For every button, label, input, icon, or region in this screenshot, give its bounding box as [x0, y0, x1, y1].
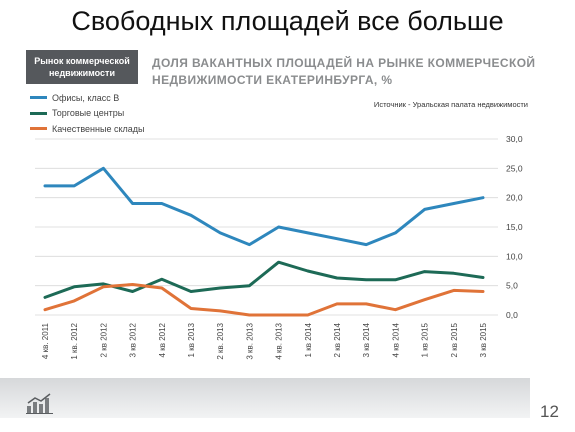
data-point-malls — [452, 272, 455, 275]
y-tick-label: 30,0 — [506, 134, 523, 144]
legend-item-malls: Торговые центры — [30, 106, 144, 122]
data-point-warehouses — [43, 308, 47, 311]
data-point-offices — [102, 167, 105, 170]
data-point-offices — [335, 237, 339, 240]
data-point-warehouses — [277, 313, 280, 317]
data-point-malls — [131, 290, 134, 293]
data-point-offices — [481, 196, 485, 199]
data-point-offices — [189, 214, 193, 217]
chart-legend: Офисы, класс В Торговые центры Качествен… — [30, 90, 144, 137]
data-point-malls — [43, 296, 47, 299]
x-tick-label: 2 кв 2014 — [333, 322, 342, 357]
y-tick-label: 20,0 — [506, 193, 523, 203]
data-point-warehouses — [189, 307, 193, 310]
y-tick-label: 0,0 — [506, 310, 518, 320]
series-line-warehouses — [43, 283, 485, 317]
data-point-malls — [335, 276, 339, 280]
x-tick-label: 3 кв 2015 — [479, 322, 488, 357]
source-note: Источник - Уральская палата недвижимости — [373, 100, 528, 109]
data-point-malls — [423, 270, 426, 273]
data-point-warehouses — [219, 309, 222, 313]
data-point-warehouses — [335, 302, 339, 306]
data-point-offices — [131, 202, 134, 205]
x-tick-label: 3 кв 2014 — [362, 322, 371, 357]
data-point-offices — [73, 184, 76, 188]
x-tick-label: 1 кв. 2012 — [70, 322, 79, 359]
data-point-warehouses — [481, 290, 485, 293]
legend-label-offices: Офисы, класс В — [52, 92, 120, 103]
chart-plot: 0,0 5,0 10,0 15,0 20,0 25,0 30,0 4 кв. 2011 1 кв… — [35, 134, 523, 360]
data-point-offices — [394, 231, 397, 235]
legend-swatch-warehouses — [30, 127, 47, 131]
data-point-offices — [43, 184, 47, 188]
series-line-malls — [43, 260, 485, 299]
x-tick-label: 3 кв 2012 — [129, 322, 138, 357]
data-point-malls — [102, 282, 105, 286]
data-point-offices — [248, 243, 251, 246]
x-tick-label: 1 кв 2014 — [304, 322, 313, 357]
data-point-warehouses — [423, 298, 426, 301]
legend-label-malls: Торговые центры — [52, 108, 125, 119]
y-tick-label: 15,0 — [506, 222, 523, 232]
y-tick-label: 25,0 — [506, 163, 523, 173]
data-point-warehouses — [394, 308, 397, 311]
legend-item-warehouses: Качественные склады — [30, 121, 144, 137]
legend-label-warehouses: Качественные склады — [52, 123, 145, 134]
y-tick-label: 10,0 — [506, 251, 523, 261]
slide-title: Свободных площадей все больше — [71, 6, 504, 36]
y-tick-label: 5,0 — [506, 281, 518, 291]
data-point-offices — [306, 231, 309, 235]
data-point-malls — [73, 285, 76, 289]
section-badge: Рынок коммерческой недвижимости — [26, 50, 138, 84]
data-point-warehouses — [73, 299, 76, 303]
data-point-malls — [277, 261, 280, 264]
data-point-warehouses — [365, 302, 368, 306]
data-point-warehouses — [131, 283, 134, 286]
data-point-warehouses — [160, 286, 163, 290]
data-point-offices — [277, 225, 280, 229]
data-point-offices — [219, 231, 222, 235]
data-point-offices — [160, 202, 163, 205]
x-tick-label: 4 кв. 2011 — [41, 322, 50, 359]
data-point-offices — [423, 208, 426, 211]
data-point-malls — [189, 290, 193, 293]
legend-swatch-malls — [30, 111, 47, 115]
x-tick-label: 2 кв 2015 — [450, 322, 459, 357]
data-point-offices — [365, 243, 368, 246]
data-point-malls — [394, 278, 397, 281]
legend-swatch-offices — [30, 96, 47, 100]
data-point-offices — [452, 202, 455, 205]
data-point-warehouses — [306, 313, 309, 317]
x-tick-label: 4 кв. 2013 — [275, 322, 284, 359]
legend-item-offices: Офисы, класс В — [30, 90, 144, 106]
data-point-malls — [160, 278, 163, 281]
data-point-malls — [481, 276, 485, 279]
page-number: 12 — [540, 402, 559, 421]
badge-line-2: недвижимости — [49, 68, 115, 78]
data-point-malls — [306, 269, 309, 273]
bar-chart-logo-icon — [26, 393, 53, 414]
data-point-warehouses — [102, 285, 105, 289]
footer-band — [0, 378, 530, 418]
data-point-malls — [248, 284, 251, 287]
chart-title: ДОЛЯ ВАКАНТНЫХ ПЛОЩАДЕЙ НА РЫНКЕ КОММЕРЧ… — [152, 56, 536, 87]
x-tick-label: 4 кв 2014 — [391, 322, 400, 357]
x-tick-label: 2 кв 2012 — [99, 322, 108, 357]
x-tick-label: 1 кв 2015 — [421, 322, 430, 357]
x-tick-label: 1 кв 2013 — [187, 322, 196, 357]
data-point-warehouses — [452, 289, 455, 292]
x-tick-label: 2 кв. 2013 — [216, 322, 225, 359]
badge-line-1: Рынок коммерческой — [34, 56, 130, 66]
data-point-malls — [219, 286, 222, 290]
data-point-malls — [365, 278, 368, 281]
series-line-offices — [43, 166, 485, 247]
data-point-warehouses — [248, 313, 251, 317]
x-tick-label: 3 кв. 2013 — [245, 322, 254, 359]
x-tick-label: 4 кв 2012 — [158, 322, 167, 357]
